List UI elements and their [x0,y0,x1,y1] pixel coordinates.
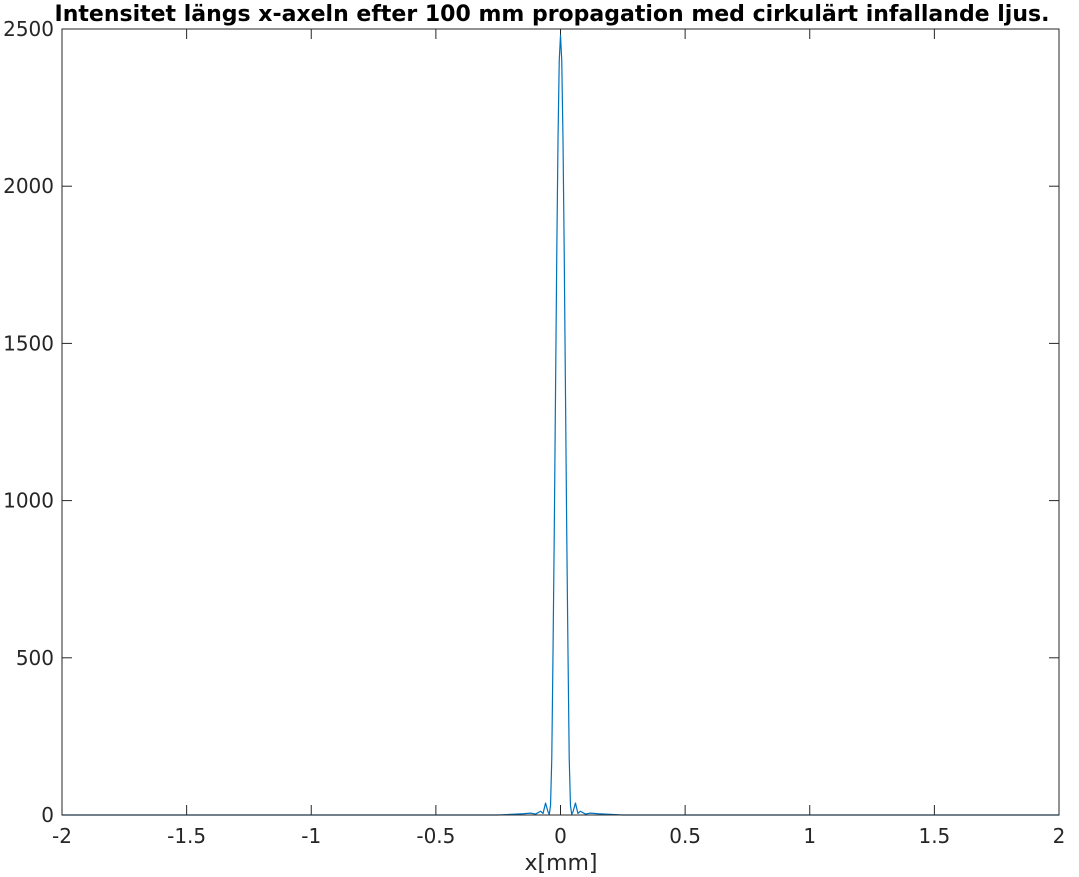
data-series [62,34,1059,816]
x-tick-label: 1.5 [918,824,950,848]
x-tick-label: -1 [301,824,321,848]
y-tick-label: 2000 [3,174,54,198]
plot-area [62,29,1059,815]
x-tick-label: 2 [1053,824,1066,848]
plot-frame [61,28,1060,816]
y-tick-label: 1500 [3,331,54,355]
y-tick-label: 500 [16,646,54,670]
x-tick-label: 0.5 [669,824,701,848]
chart-title: Intensitet längs x-axeln efter 100 mm pr… [55,2,1050,27]
x-tick-label: -2 [52,824,72,848]
series-line-0 [62,34,1059,816]
tick-labels: -2 -1.5 -1 -0.5 0 0.5 1 1.5 2 0 500 1000 1500 2000 250… [3,17,1065,848]
x-tick-label: -1.5 [167,824,206,848]
y-tick-label: 1000 [3,489,54,513]
y-tick-label: 2500 [3,17,54,41]
x-axis-label: x[mm] [524,851,597,876]
x-tick-label: 0 [554,824,567,848]
y-tick-label: 0 [41,803,54,827]
x-tick-label: 1 [803,824,816,848]
x-tick-label: -0.5 [416,824,455,848]
